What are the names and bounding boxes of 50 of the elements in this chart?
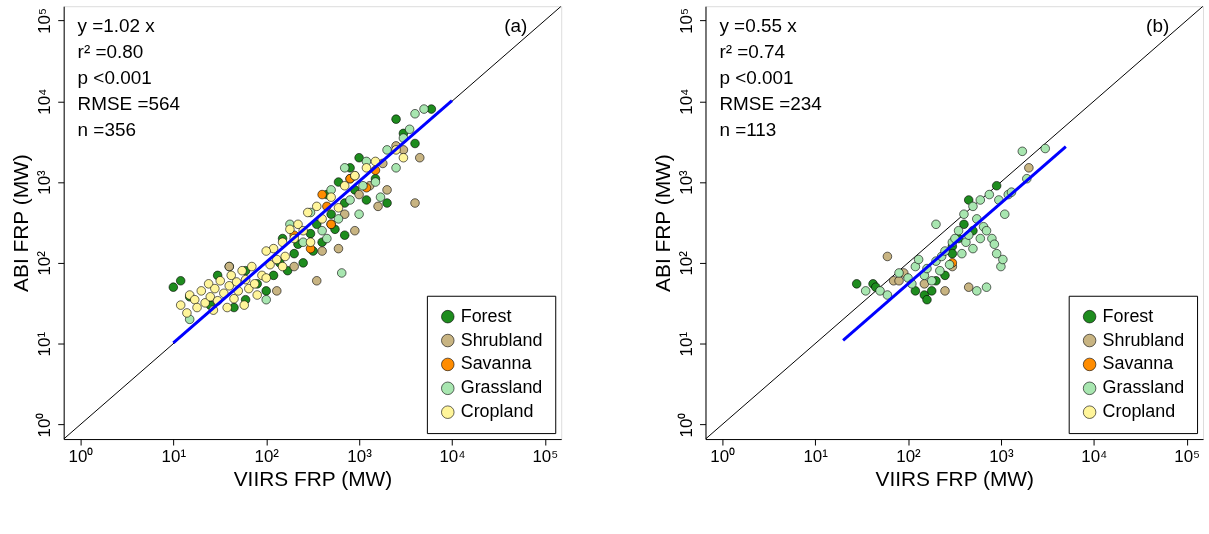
- annotation: p <0.001: [77, 66, 152, 88]
- legend-label: Shrubland: [460, 329, 543, 350]
- y-tick-label: 10⁴: [677, 88, 697, 115]
- x-tick-label: 10⁴: [1081, 447, 1108, 467]
- annotation: r² =0.74: [719, 40, 786, 62]
- y-tick-label: 10²: [677, 250, 697, 276]
- annotation: n =113: [719, 118, 777, 140]
- legend-label: Cropland: [1102, 401, 1176, 422]
- annotation: n =356: [77, 118, 136, 140]
- x-tick-label: 10²: [254, 447, 280, 467]
- chart-title: (a): [504, 15, 528, 37]
- x-axis-title: VIIRS FRP (MW): [875, 467, 1035, 491]
- y-tick-label: 10³: [35, 169, 55, 195]
- legend-label: Forest: [460, 305, 512, 326]
- x-axis-title: VIIRS FRP (MW): [233, 467, 393, 491]
- x-tick-label: 10³: [347, 447, 373, 467]
- annotation: RMSE =234: [719, 92, 822, 114]
- legend-label: Savanna: [460, 353, 532, 374]
- x-tick-label: 10²: [896, 447, 922, 467]
- legend-label: Cropland: [460, 401, 534, 422]
- legend-label: Shrubland: [1102, 329, 1185, 350]
- x-tick-label: 10⁵: [1174, 447, 1201, 467]
- annotation: y =1.02 x: [77, 15, 156, 37]
- y-tick-label: 10³: [677, 169, 697, 195]
- x-tick-label: 10¹: [803, 447, 829, 467]
- legend-label: Grassland: [460, 377, 543, 398]
- annotation: r² =0.80: [77, 40, 144, 62]
- x-tick-label: 10⁰: [710, 447, 736, 467]
- y-tick-label: 10⁰: [677, 412, 697, 438]
- y-tick-label: 10²: [35, 250, 55, 276]
- x-tick-label: 10⁵: [532, 447, 559, 467]
- y-tick-label: 10⁰: [35, 412, 55, 438]
- annotation: y =0.55 x: [719, 15, 798, 37]
- chart-title: (b): [1146, 15, 1170, 37]
- y-tick-label: 10⁵: [35, 8, 55, 34]
- legend-label: Forest: [1102, 305, 1154, 326]
- y-tick-label: 10⁴: [35, 88, 55, 115]
- x-tick-label: 10¹: [161, 447, 187, 467]
- x-tick-label: 10⁴: [439, 447, 466, 467]
- y-tick-label: 10¹: [35, 331, 55, 357]
- legend-label: Grassland: [1102, 377, 1185, 398]
- y-axis-title: ABI FRP (MW): [9, 154, 33, 292]
- x-tick-label: 10³: [989, 447, 1014, 467]
- y-tick-label: 10⁵: [677, 8, 697, 34]
- y-axis-title: ABI FRP (MW): [651, 154, 675, 292]
- x-tick-label: 10⁰: [68, 447, 94, 467]
- annotation: RMSE =564: [77, 92, 181, 114]
- legend-label: Savanna: [1102, 353, 1174, 374]
- annotation: p <0.001: [719, 66, 794, 88]
- y-tick-label: 10¹: [677, 331, 697, 357]
